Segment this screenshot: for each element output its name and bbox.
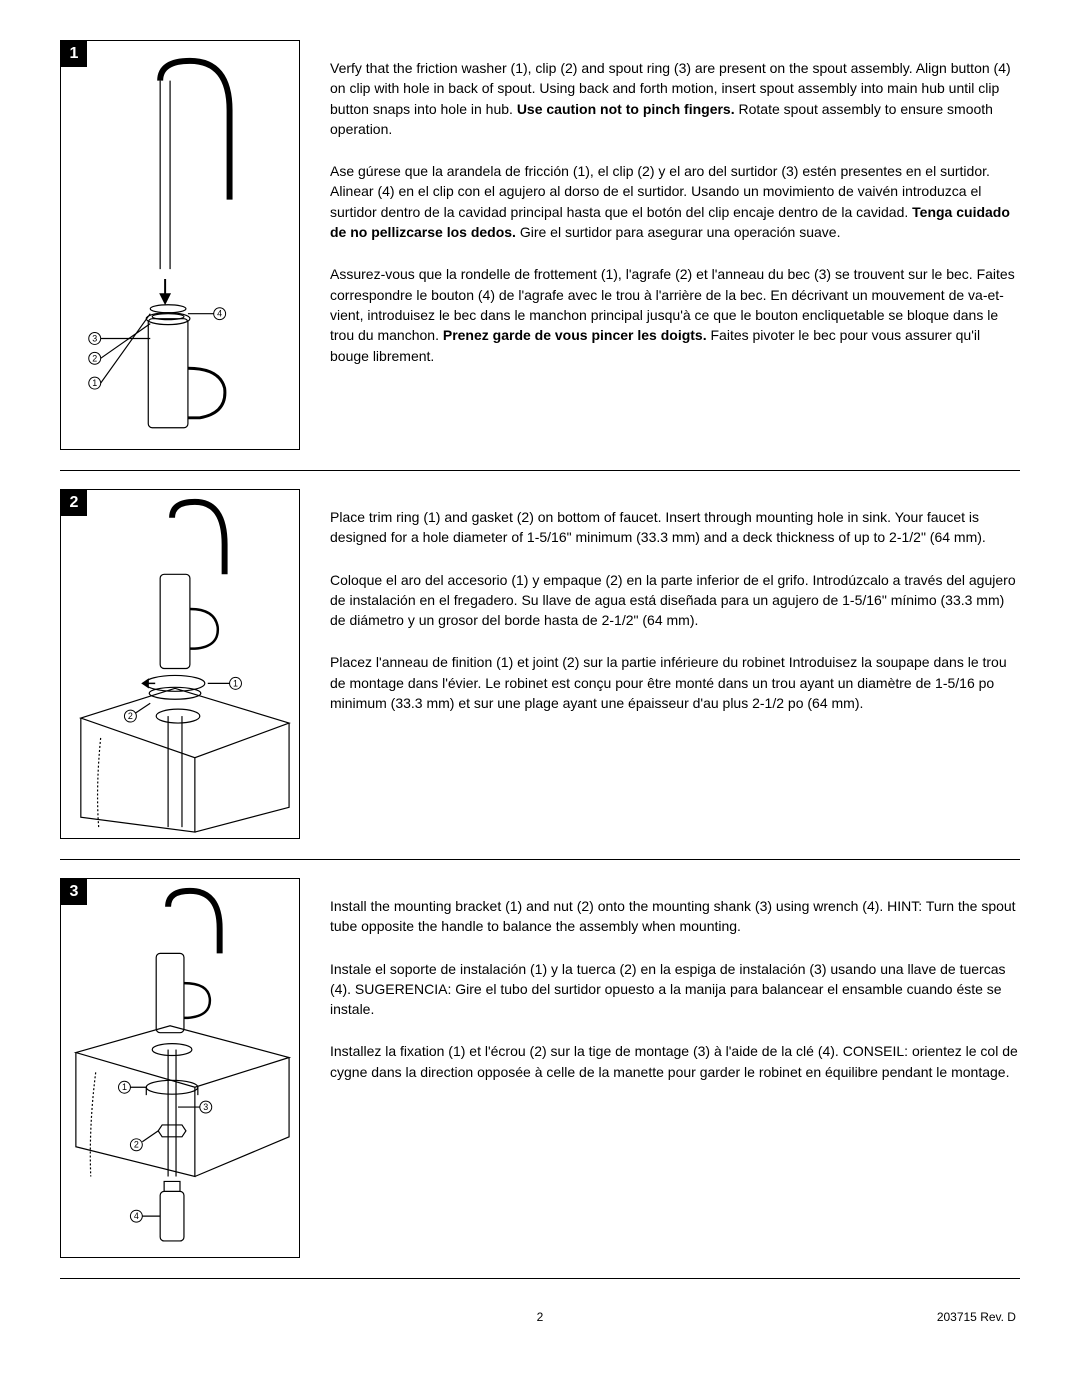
step-3-fr: Installez la fixation (1) et l'écrou (2)… [330, 1041, 1020, 1082]
svg-text:2: 2 [134, 1140, 139, 1150]
step-1-text: Verfy that the friction washer (1), clip… [330, 40, 1020, 450]
step-1-fr: Assurez-vous que la rondelle de frotteme… [330, 264, 1020, 365]
step-2: 2 [60, 489, 1020, 839]
step-1: 1 [60, 40, 1020, 450]
step-1-es: Ase gúrese que la arandela de fricción (… [330, 161, 1020, 242]
step-3: 3 [60, 878, 1020, 1258]
step-1-diagram: 3 2 1 4 [61, 41, 299, 448]
step-3-en: Install the mounting bracket (1) and nut… [330, 896, 1020, 937]
step-3-text: Install the mounting bracket (1) and nut… [330, 878, 1020, 1258]
svg-text:1: 1 [122, 1082, 127, 1092]
step-2-fr: Placez l'anneau de finition (1) et joint… [330, 652, 1020, 713]
page-number: 2 [381, 1309, 698, 1326]
step-1-figure: 1 [60, 40, 300, 450]
step-2-en: Place trim ring (1) and gasket (2) on bo… [330, 507, 1020, 548]
svg-text:3: 3 [92, 333, 97, 343]
step-3-figure: 3 [60, 878, 300, 1258]
separator [60, 859, 1020, 860]
svg-text:4: 4 [134, 1211, 139, 1221]
step-2-es: Coloque el aro del accesorio (1) y empaq… [330, 570, 1020, 631]
separator [60, 1278, 1020, 1279]
step-2-number: 2 [61, 490, 87, 516]
step-3-number: 3 [61, 879, 87, 905]
svg-text:1: 1 [92, 378, 97, 388]
svg-text:3: 3 [203, 1102, 208, 1112]
svg-text:4: 4 [217, 309, 222, 319]
svg-text:1: 1 [233, 678, 238, 688]
step-3-diagram: 1 2 3 4 [61, 879, 299, 1256]
step-2-text: Place trim ring (1) and gasket (2) on bo… [330, 489, 1020, 839]
doc-reference: 203715 Rev. D [699, 1309, 1016, 1326]
step-1-en: Verfy that the friction washer (1), clip… [330, 58, 1020, 139]
separator [60, 470, 1020, 471]
page-footer: 2 203715 Rev. D [60, 1309, 1020, 1326]
step-1-number: 1 [61, 41, 87, 67]
svg-text:2: 2 [128, 711, 133, 721]
svg-text:2: 2 [92, 353, 97, 363]
step-2-figure: 2 [60, 489, 300, 839]
step-3-es: Instale el soporte de instalación (1) y … [330, 959, 1020, 1020]
step-2-diagram: 1 2 [61, 490, 299, 837]
